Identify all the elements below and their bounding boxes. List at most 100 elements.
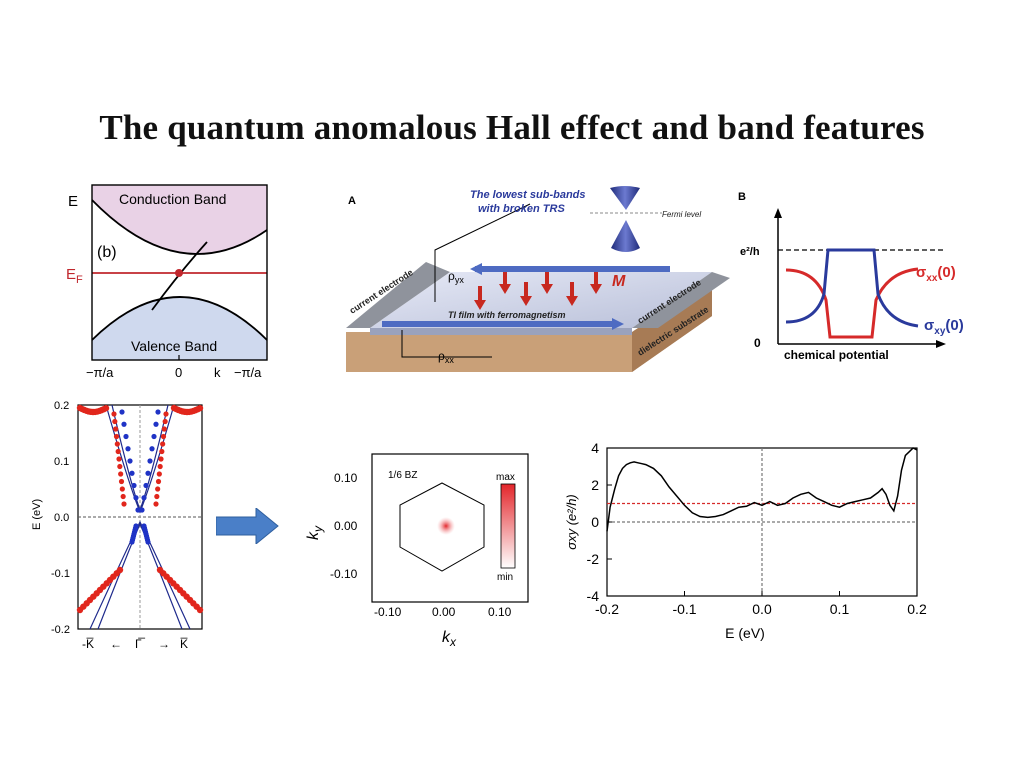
band-marker <box>121 421 127 427</box>
band-marker <box>153 421 159 427</box>
band-marker <box>162 418 168 425</box>
b-x-label: chemical potential <box>784 348 889 362</box>
bz-hexagon <box>399 482 485 572</box>
hall-xtick: 0.1 <box>830 601 850 617</box>
panel-B-letter: B <box>738 191 746 203</box>
rho-xx-label: ρxx <box>438 349 454 365</box>
fermi-label: EF <box>66 266 83 286</box>
band-diagram-panel: E EF (b) Conduction Band Valence Band −π… <box>62 182 282 382</box>
fermi-level-label: Fermi level <box>662 210 701 219</box>
slide-title: The quantum anomalous Hall effect and ba… <box>99 108 925 147</box>
band-structure-svg: E (eV) 0.2 0.1 0.0 -0.1 -0.2 -K̅ ← Γ̅ → … <box>31 400 204 651</box>
probe-xx <box>401 330 492 358</box>
band-ytick-0: 0.2 <box>54 400 69 412</box>
band-marker <box>160 441 166 447</box>
band-marker <box>119 409 125 415</box>
colorbar-min: min <box>497 572 513 583</box>
hall-ytick: -4 <box>587 588 600 604</box>
current-electrode-right <box>632 272 730 328</box>
band-marker <box>125 446 131 452</box>
bz-ytick-0: 0.10 <box>334 471 358 485</box>
band-marker <box>135 507 141 513</box>
band-marker <box>153 501 159 507</box>
band-marker <box>116 456 122 462</box>
band-marker <box>155 478 162 485</box>
hall-ytick: 0 <box>591 514 599 530</box>
hall-chart-ticks: -0.2 -0.1 0.0 0.1 0.2 4 2 0 -2 -4 <box>587 440 927 617</box>
band-marker <box>131 482 137 489</box>
bz-plot-svg: max min 1/6 BZ 0.10 0.00 -0.10 -0.10 0.0… <box>305 453 529 649</box>
fermi-crossing-dot <box>175 269 183 277</box>
hall-ytick: -2 <box>587 551 600 567</box>
band-marker <box>160 433 167 440</box>
right-arrow-shape <box>215 506 279 546</box>
hall-conductivity-chart-panel: -0.2 -0.1 0.0 0.1 0.2 4 2 0 -2 -4 E (eV) σxy (e²/… <box>560 438 940 648</box>
spin-arrow <box>474 286 486 310</box>
upper-cone <box>610 186 640 210</box>
band-marker <box>161 426 167 432</box>
band-marker <box>155 409 161 415</box>
k-axis-label: k <box>214 365 221 380</box>
reference-lines <box>607 448 917 596</box>
band-marker <box>157 463 163 470</box>
bz-ytick-2: -0.10 <box>330 567 358 581</box>
magnetization-label: M <box>612 273 626 290</box>
lower-cone <box>611 220 640 252</box>
sigma-xy-series <box>606 447 918 532</box>
band-structure-panel: E (eV) 0.2 0.1 0.0 -0.1 -0.2 -K̅ ← Γ̅ → … <box>18 392 218 662</box>
red-markers <box>76 404 204 614</box>
valence-band-edge <box>91 296 268 341</box>
band-xtick-gamma: Γ̅ <box>135 637 146 651</box>
hall-xtick: 0.0 <box>752 601 772 617</box>
spin-arrow <box>590 272 602 294</box>
band-marker <box>114 441 120 447</box>
band-marker <box>129 470 135 476</box>
bz-xtick-0: -0.10 <box>374 605 402 619</box>
band-xtick-arrow-right: → <box>158 637 170 651</box>
b-x-arrow <box>936 340 946 348</box>
band-marker <box>151 433 157 440</box>
ti-film-top <box>370 272 712 328</box>
band-marker <box>141 495 147 501</box>
panel-b-tag: (b) <box>97 244 117 261</box>
band-xtick-kbar-neg: -K̅ <box>82 637 94 651</box>
band-marker <box>196 404 204 412</box>
band-line <box>105 404 175 514</box>
band-marker <box>156 471 162 477</box>
hall-xtick: -0.1 <box>672 601 696 617</box>
panel-A-letter: A <box>348 195 356 207</box>
device-schematic-svg: A ρyx ρxx TI film with ferromagnetism <box>346 186 730 372</box>
hall-probe-yx <box>434 203 531 302</box>
substrate-front <box>346 332 632 372</box>
band-marker <box>143 482 149 489</box>
band-marker <box>115 448 121 455</box>
bz-xtick-2: 0.10 <box>488 605 512 619</box>
berry-curvature-spot <box>437 517 455 535</box>
band-ytick-1: 0.1 <box>54 456 69 468</box>
transition-arrow-icon <box>215 506 279 546</box>
caption-line-2: with broken TRS <box>478 203 565 215</box>
band-marker <box>117 463 123 470</box>
band-marker <box>111 411 117 417</box>
film-label: TI film with ferromagnetism <box>448 310 566 320</box>
spin-arrow <box>566 282 578 306</box>
hall-xtick: 0.2 <box>907 601 927 617</box>
band-marker <box>145 539 151 545</box>
band-marker <box>116 566 124 574</box>
blue-markers <box>119 409 161 545</box>
bz-ytick-1: 0.00 <box>334 519 358 533</box>
edge-arrow-top <box>470 263 482 275</box>
bz-colorbar <box>500 483 516 569</box>
sxx-curve <box>785 267 919 339</box>
band-marker <box>113 433 120 440</box>
spin-arrow <box>541 272 553 294</box>
band-marker <box>139 507 145 513</box>
band-marker <box>113 426 119 432</box>
colorbar-max: max <box>496 472 515 483</box>
band-ytick-3: -0.1 <box>51 568 70 580</box>
band-marker <box>119 486 125 492</box>
k-tick-left: −π/a <box>86 365 114 380</box>
spin-arrow <box>520 282 532 306</box>
band-marker <box>159 448 165 455</box>
b-y-arrow <box>774 208 782 218</box>
